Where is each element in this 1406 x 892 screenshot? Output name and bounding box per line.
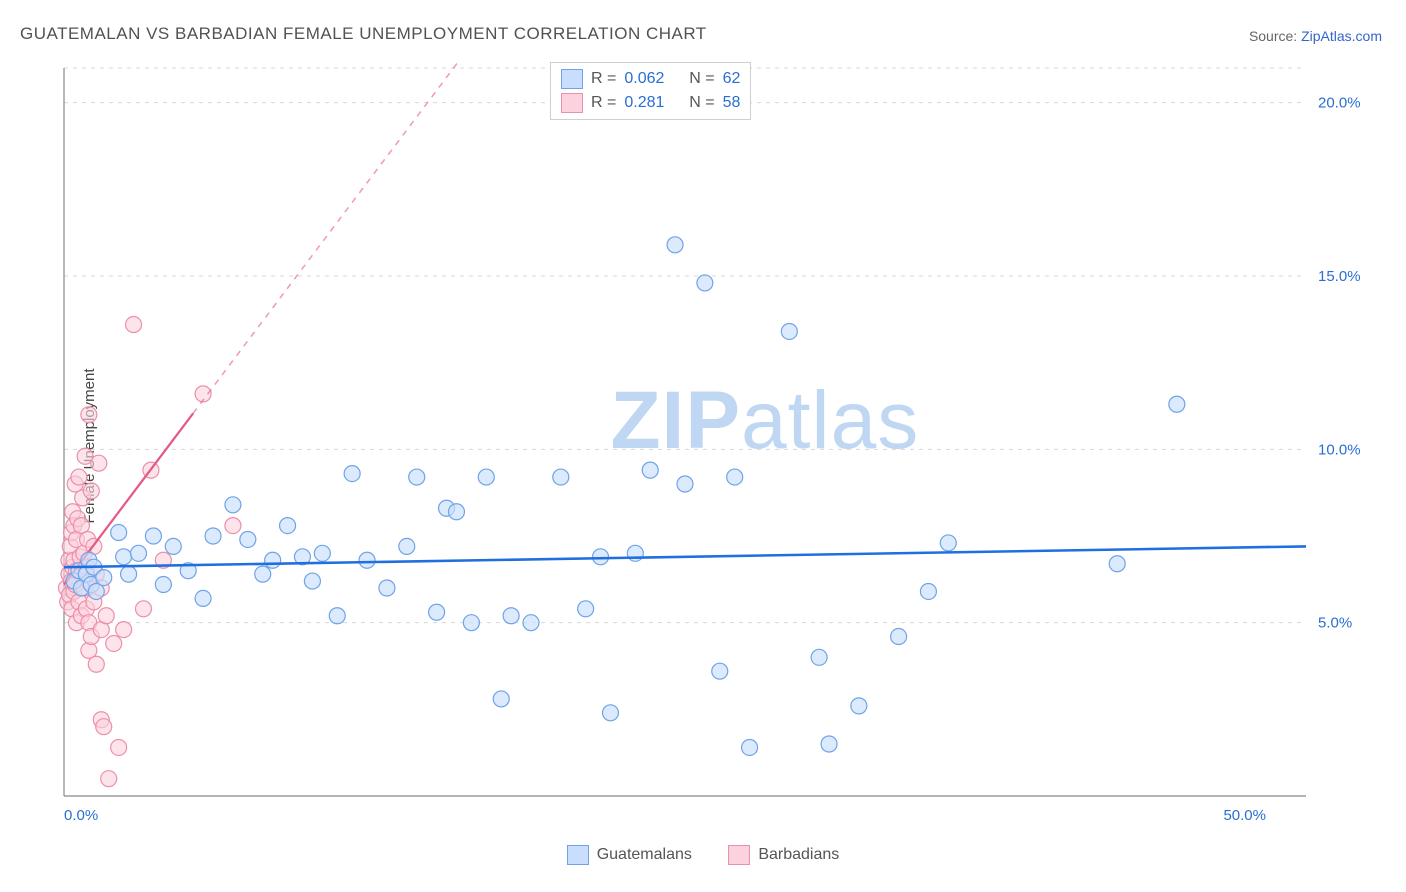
- n-value-guatemalans: 62: [723, 70, 741, 88]
- n-label: N =: [689, 94, 714, 112]
- swatch-barbadians: [561, 93, 583, 113]
- r-value-guatemalans: 0.062: [624, 70, 664, 88]
- r-value-barbadians: 0.281: [624, 94, 664, 112]
- legend-item-barbadians: Barbadians: [728, 845, 839, 865]
- n-value-barbadians: 58: [723, 94, 741, 112]
- stats-row-barbadians: R = 0.281 N = 58: [561, 91, 740, 115]
- chart-svg: 5.0% 10.0% 15.0% 20.0% 0.0% 50.0%: [56, 60, 1376, 840]
- legend-item-guatemalans: Guatemalans: [567, 845, 692, 865]
- svg-text:5.0%: 5.0%: [1318, 615, 1352, 632]
- svg-text:15.0%: 15.0%: [1318, 268, 1361, 285]
- stats-row-guatemalans: R = 0.062 N = 62: [561, 67, 740, 91]
- n-label: N =: [689, 70, 714, 88]
- svg-text:50.0%: 50.0%: [1223, 807, 1266, 824]
- chart-title: GUATEMALAN VS BARBADIAN FEMALE UNEMPLOYM…: [20, 24, 707, 44]
- series-legend: Guatemalans Barbadians: [0, 845, 1406, 870]
- svg-text:10.0%: 10.0%: [1318, 441, 1361, 458]
- plot-area: 5.0% 10.0% 15.0% 20.0% 0.0% 50.0%: [56, 60, 1376, 840]
- r-label: R =: [591, 70, 616, 88]
- swatch-guatemalans: [567, 845, 589, 865]
- svg-text:20.0%: 20.0%: [1318, 95, 1361, 112]
- r-label: R =: [591, 94, 616, 112]
- stats-legend-box: R = 0.062 N = 62 R = 0.281 N = 58: [550, 62, 751, 120]
- source-prefix: Source:: [1249, 28, 1301, 44]
- legend-label-guatemalans: Guatemalans: [597, 846, 692, 864]
- svg-text:0.0%: 0.0%: [64, 807, 98, 824]
- legend-label-barbadians: Barbadians: [758, 846, 839, 864]
- source-attribution: Source: ZipAtlas.com: [1249, 28, 1382, 44]
- source-link[interactable]: ZipAtlas.com: [1301, 28, 1382, 44]
- swatch-guatemalans: [561, 69, 583, 89]
- swatch-barbadians: [728, 845, 750, 865]
